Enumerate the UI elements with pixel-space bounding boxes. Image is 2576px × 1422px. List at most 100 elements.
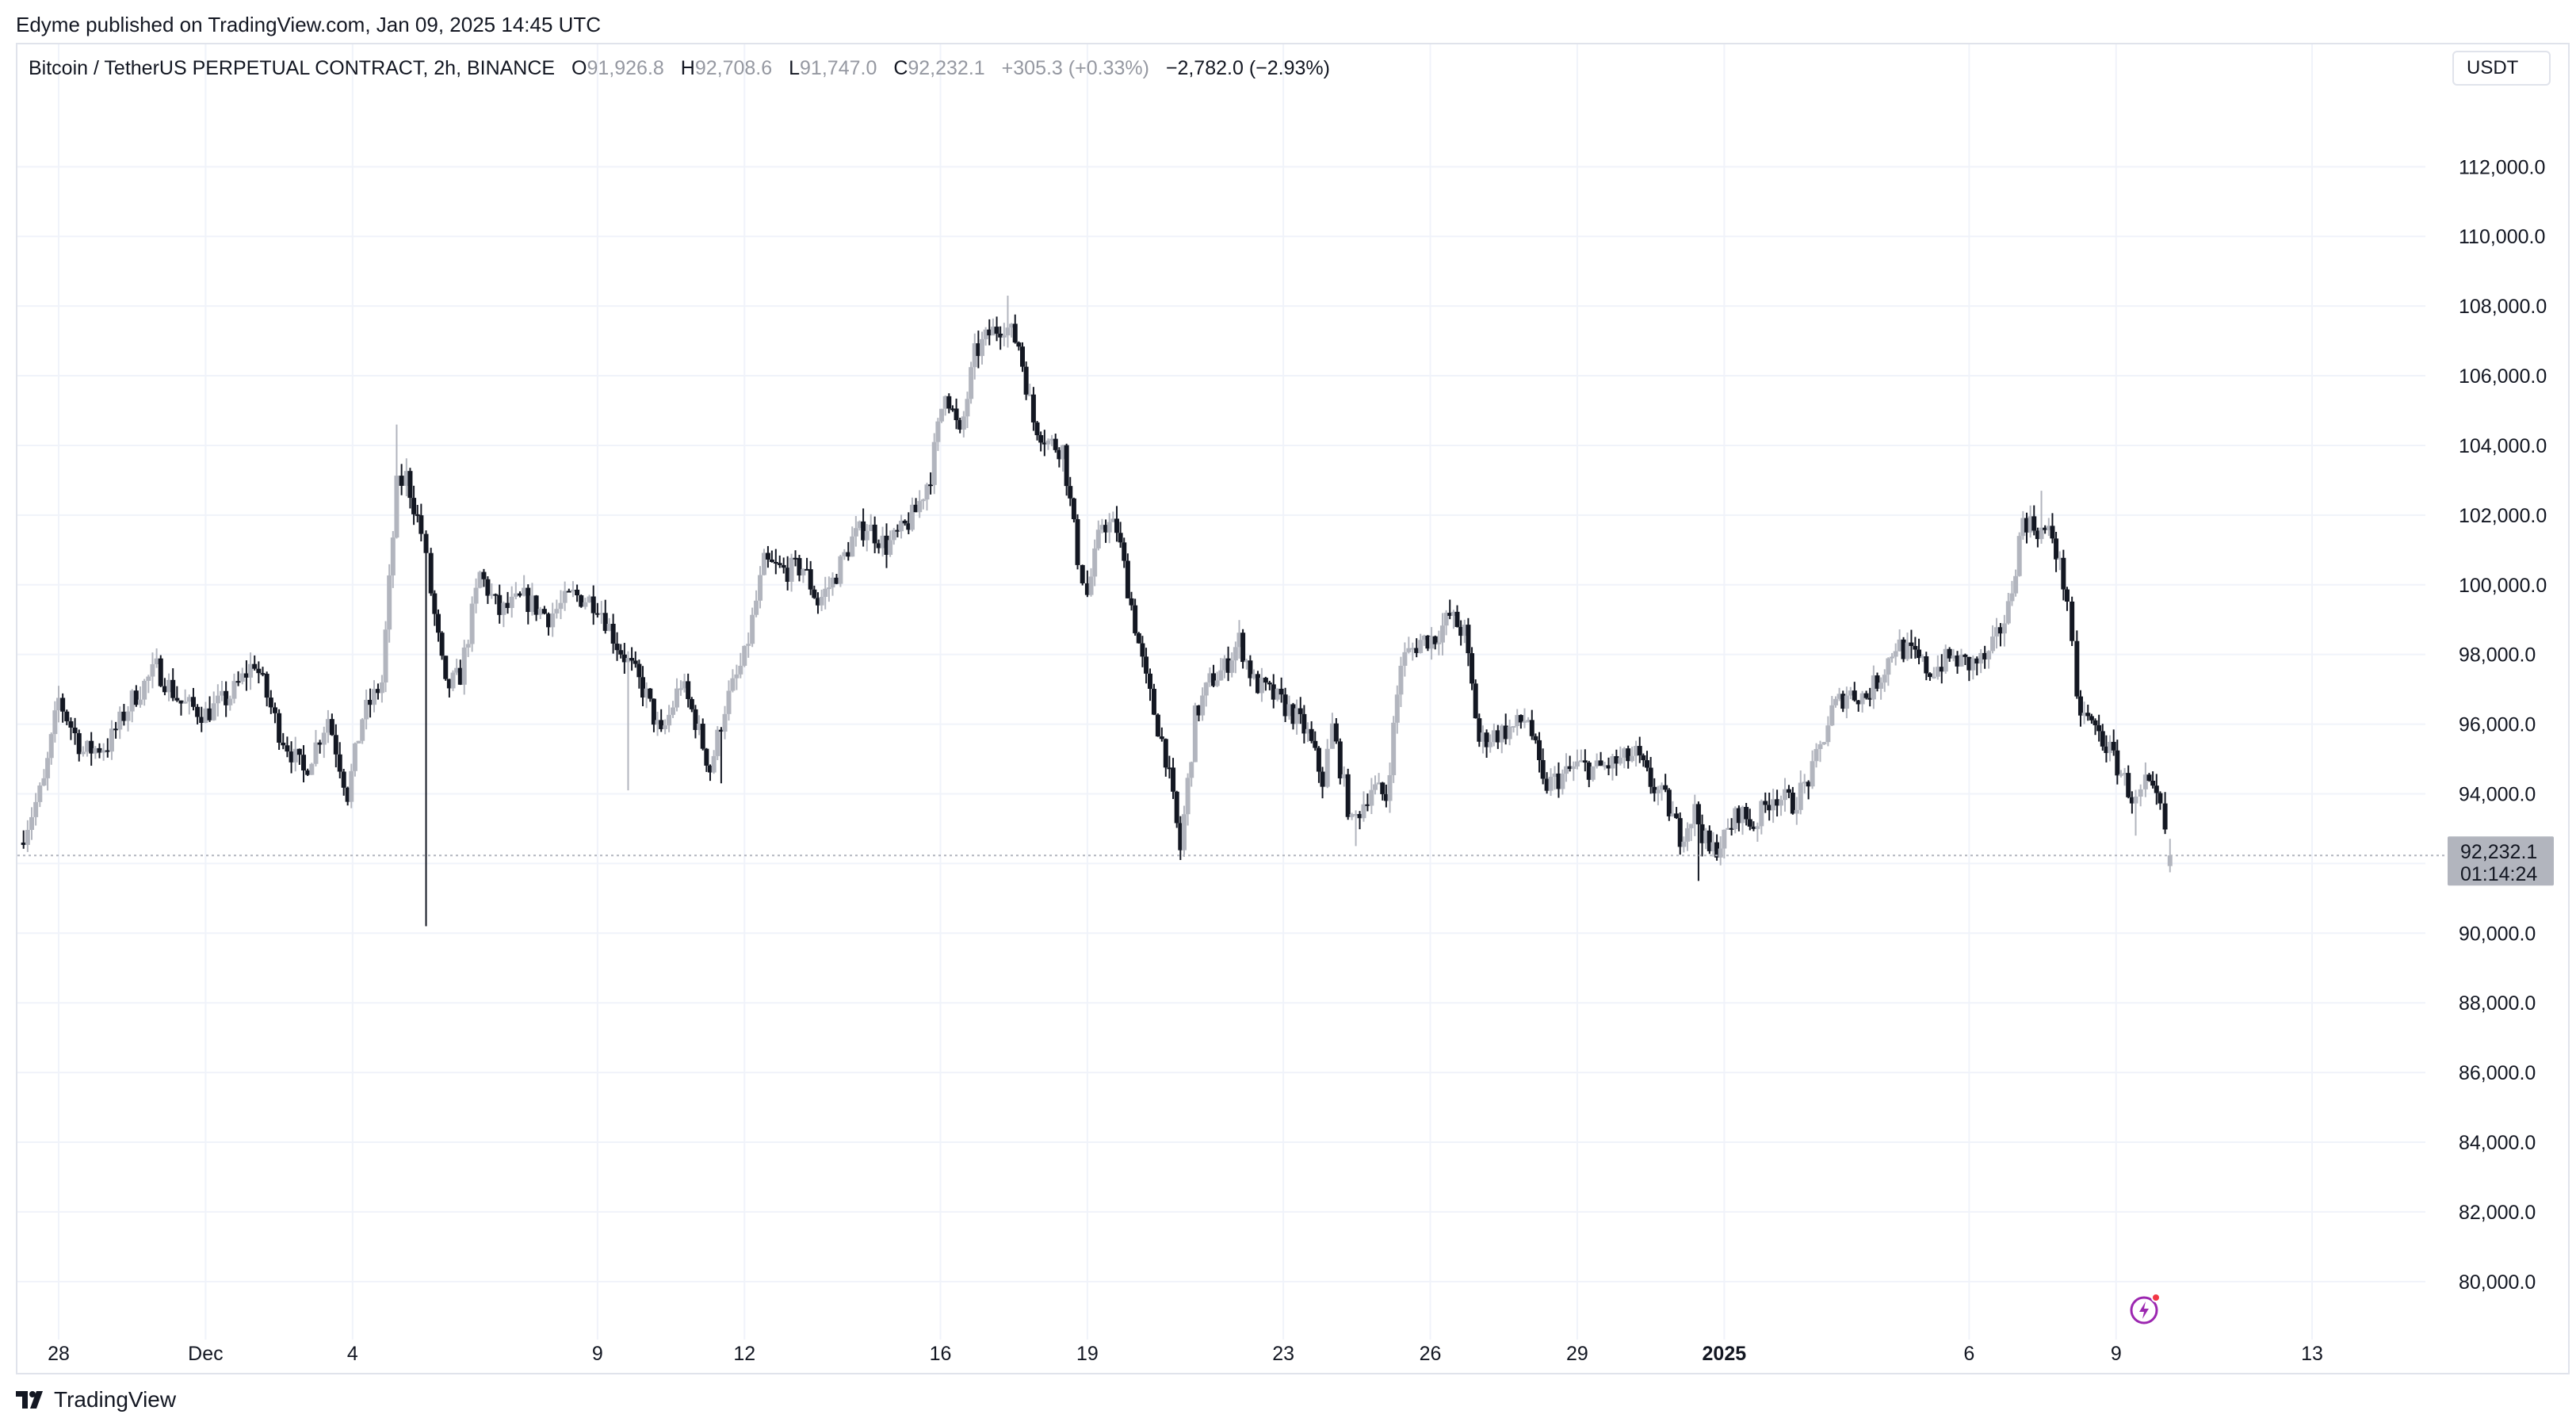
candle-body [1890,656,1894,658]
candle-body [1053,439,1058,450]
candle-body [678,688,683,690]
candle-body [451,673,456,689]
x-tick-label: Dec [188,1343,223,1365]
candle-body [1744,807,1749,819]
candle-body [1388,775,1393,801]
candle-body [49,734,54,758]
candle-body [546,614,551,627]
candle-body [1313,741,1317,748]
candle-body [789,558,794,582]
candle-body [1395,694,1400,723]
symbol-title[interactable]: Bitcoin / TetherUS PERPETUAL CONTRACT, 2… [29,57,555,79]
candle-body [1913,646,1917,650]
candle-body [946,396,951,409]
candle-body [419,515,423,533]
candle-body [265,674,269,698]
candle-body [2157,793,2162,804]
candle-body [436,614,441,633]
candle-body [497,595,502,615]
candle-body [121,712,126,721]
candle-body [289,751,294,763]
candle-body [155,659,159,664]
candle-body [1674,813,1679,818]
total-change-value: −2,782.0 (−2.93%) [1166,57,1330,79]
candle-body [391,537,396,575]
candle-body [550,614,555,627]
candle-body [109,728,114,751]
candle-body [538,609,543,614]
candle-body [1140,644,1145,657]
candle-body [686,681,690,698]
candle-body [142,681,147,700]
candle-body [808,569,813,590]
candle-body [954,408,959,420]
x-tick-label: 19 [1076,1343,1099,1365]
y-tick-label: 112,000.0 [2459,156,2545,178]
candle-body [1886,659,1890,675]
lightning-bolt-icon[interactable] [2127,1290,2164,1327]
candle-body [587,597,592,602]
y-tick-label: 106,000.0 [2459,365,2547,388]
candle-body [701,724,705,749]
candle-body [387,575,392,629]
candle-body [563,591,568,603]
candle-body [462,648,467,685]
candle-body [820,597,824,606]
candle-body [1986,651,1991,659]
candle-body [2096,725,2101,731]
currency-button[interactable]: USDT [2452,51,2551,86]
candle-body [199,717,204,723]
candle-body [1267,682,1272,684]
candle-body [322,732,327,744]
candle-body [1064,445,1069,487]
candle-body [1092,549,1097,576]
candle-body [636,664,641,678]
candle-body [1932,677,1936,679]
candle-body [667,715,671,725]
candle-body [248,664,253,678]
candle-body [514,594,518,597]
candle-body [1748,820,1752,827]
candle-body [2009,594,2014,602]
candle-body [1133,606,1137,633]
candle-body [712,756,717,773]
candle-body [2115,751,2119,776]
candle-body [330,719,334,735]
candle-body [162,686,167,693]
candle-body [1118,533,1123,542]
candle-body [150,664,155,677]
tradingview-brand[interactable]: TradingView [16,1387,176,1412]
candle-body [220,691,224,696]
candle-body [2061,558,2066,590]
low-value: 91,747.0 [800,57,877,79]
candle-body [1530,720,1535,736]
tradingview-logo-icon [16,1391,48,1409]
candle-body [481,572,486,579]
candle-body [939,409,944,422]
candle-body [394,476,399,537]
candle-body [293,749,298,763]
candle-body [195,707,200,717]
candle-body [1779,800,1783,805]
candle-body [526,588,530,612]
high-label: H [681,57,695,79]
candle-body [338,755,342,772]
candle-body [1470,653,1474,683]
candle-body [1821,742,1826,744]
candle-body [766,553,770,560]
candle-body [903,521,908,523]
x-tick-label: 16 [930,1343,952,1365]
candle-body [2006,601,2011,623]
candle-body [1794,810,1799,814]
candle-body [240,674,245,682]
candle-body [1045,441,1050,445]
candle-body [37,786,42,802]
y-tick-label: 104,000.0 [2459,435,2547,457]
candle-body [2100,731,2105,746]
candle-body [1512,726,1516,728]
candle-body [1229,660,1234,673]
candle-body [77,733,82,754]
candle-body [1005,327,1010,335]
y-tick-label: 94,000.0 [2459,783,2536,805]
